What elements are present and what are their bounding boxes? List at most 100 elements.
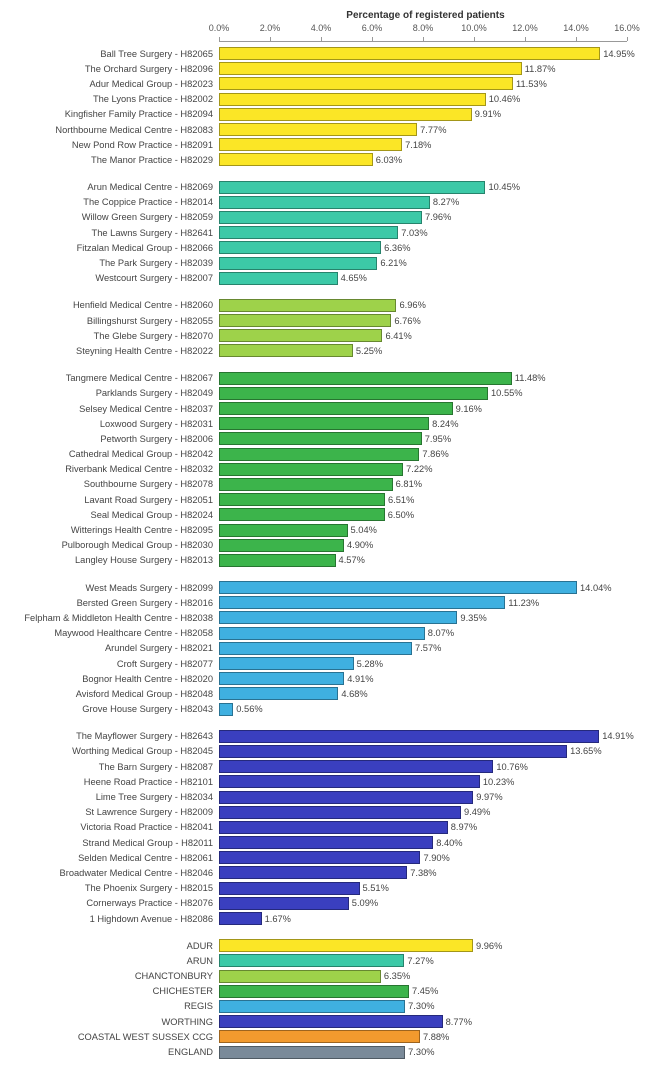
bar-value: 10.45% [484, 182, 520, 192]
bar: 7.77% [219, 123, 417, 136]
bar: 7.03% [219, 226, 398, 239]
bar-label: The Phoenix Surgery - H82015 [4, 883, 219, 893]
bar-label: WORTHING [4, 1017, 219, 1027]
bar: 7.18% [219, 138, 402, 151]
bar-label: Billingshurst Surgery - H82055 [4, 316, 219, 326]
bar-label: Seal Medical Group - H82024 [4, 510, 219, 520]
bar-label: Maywood Healthcare Centre - H82058 [4, 628, 219, 638]
bar-value: 8.97% [447, 822, 477, 832]
bar-row: Tangmere Medical Centre - H8206711.48% [219, 371, 627, 386]
bar-row: CHICHESTER7.45% [219, 984, 627, 999]
bar-cell: 5.25% [219, 344, 627, 357]
bar-label: The Mayflower Surgery - H82643 [4, 731, 219, 741]
bar-cell: 8.07% [219, 627, 627, 640]
bar-row: Westcourt Surgery - H820074.65% [219, 271, 627, 286]
bar-cell: 11.87% [219, 62, 627, 75]
bar-value: 8.77% [442, 1017, 472, 1027]
bar-row: ADUR9.96% [219, 938, 627, 953]
bar-cell: 9.97% [219, 791, 627, 804]
bar-cell: 7.18% [219, 138, 627, 151]
bar: 14.95% [219, 47, 600, 60]
bar-label: Bognor Health Centre - H82020 [4, 674, 219, 684]
bar-row: CHANCTONBURY6.35% [219, 969, 627, 984]
bar: 13.65% [219, 745, 567, 758]
bar-label: Willow Green Surgery - H82059 [4, 212, 219, 222]
bar: 6.81% [219, 478, 393, 491]
bar-cell: 5.28% [219, 657, 627, 670]
bar-row: The Barn Surgery - H8208710.76% [219, 759, 627, 774]
bar-value: 9.91% [471, 109, 501, 119]
bar: 10.55% [219, 387, 488, 400]
bar-row: Lime Tree Surgery - H820349.97% [219, 789, 627, 804]
bar-value: 14.95% [599, 49, 635, 59]
bar-cell: 8.97% [219, 821, 627, 834]
bar: 9.96% [219, 939, 473, 952]
bar-row: Arundel Surgery - H820217.57% [219, 641, 627, 656]
bar-label: ADUR [4, 941, 219, 951]
bar-value: 6.51% [384, 495, 414, 505]
bar-cell: 7.57% [219, 642, 627, 655]
bar-value: 6.41% [381, 331, 411, 341]
bar: 14.91% [219, 730, 599, 743]
bar-cell: 10.46% [219, 93, 627, 106]
bar-label: The Barn Surgery - H82087 [4, 762, 219, 772]
bar-label: Westcourt Surgery - H82007 [4, 273, 219, 283]
bar: 9.97% [219, 791, 473, 804]
bar-label: Northbourne Medical Centre - H82083 [4, 125, 219, 135]
bar-row: Kingfisher Family Practice - H820949.91% [219, 107, 627, 122]
bar-value: 13.65% [566, 746, 602, 756]
bar: 8.24% [219, 417, 429, 430]
bar-cell: 6.41% [219, 329, 627, 342]
bar-label: The Lyons Practice - H82002 [4, 94, 219, 104]
bar-row: Pulborough Medical Group - H820304.90% [219, 538, 627, 553]
bar: 7.88% [219, 1030, 420, 1043]
bar-value: 9.96% [472, 941, 502, 951]
bar-value: 10.46% [485, 94, 521, 104]
bar-value: 4.57% [335, 555, 365, 565]
bar-row: The Orchard Surgery - H8209611.87% [219, 61, 627, 76]
bar-cell: 6.36% [219, 241, 627, 254]
bar-value: 9.35% [456, 613, 486, 623]
bar-row: Bersted Green Surgery - H8201611.23% [219, 595, 627, 610]
bar-value: 7.77% [416, 125, 446, 135]
bar-row: Parklands Surgery - H8204910.55% [219, 386, 627, 401]
bar-value: 4.65% [337, 273, 367, 283]
bar: 4.68% [219, 687, 338, 700]
bar-row: Ball Tree Surgery - H8206514.95% [219, 46, 627, 61]
bar-label: Parklands Surgery - H82049 [4, 388, 219, 398]
bar-cell: 10.55% [219, 387, 627, 400]
bar-row: Arun Medical Centre - H8206910.45% [219, 180, 627, 195]
bar-row: Bognor Health Centre - H820204.91% [219, 671, 627, 686]
bar-value: 5.25% [352, 346, 382, 356]
bar-value: 4.91% [343, 674, 373, 684]
bar-cell: 7.95% [219, 432, 627, 445]
bar-label: The Coppice Practice - H82014 [4, 197, 219, 207]
bar: 9.35% [219, 611, 457, 624]
bar: 0.56% [219, 703, 233, 716]
bar-label: Avisford Medical Group - H82048 [4, 689, 219, 699]
bar-row: Willow Green Surgery - H820597.96% [219, 210, 627, 225]
bar-cell: 14.91% [219, 730, 627, 743]
bar-row: West Meads Surgery - H8209914.04% [219, 580, 627, 595]
bar-cell: 1.67% [219, 912, 627, 925]
bar-row: The Lawns Surgery - H826417.03% [219, 225, 627, 240]
bar: 9.91% [219, 108, 472, 121]
bar-label: Arundel Surgery - H82021 [4, 643, 219, 653]
bar-value: 8.24% [428, 419, 458, 429]
bar-label: Heene Road Practice - H82101 [4, 777, 219, 787]
bar-cell: 13.65% [219, 745, 627, 758]
bar-value: 5.04% [347, 525, 377, 535]
bar-row: 1 Highdown Avenue - H820861.67% [219, 911, 627, 926]
bar: 1.67% [219, 912, 262, 925]
bar-row: Strand Medical Group - H820118.40% [219, 835, 627, 850]
bar-label: St Lawrence Surgery - H82009 [4, 807, 219, 817]
bar-cell: 9.49% [219, 806, 627, 819]
bar-value: 1.67% [261, 914, 291, 924]
bar-row: Avisford Medical Group - H820484.68% [219, 686, 627, 701]
bar-value: 7.88% [419, 1032, 449, 1042]
bar: 6.36% [219, 241, 381, 254]
bar-cell: 6.35% [219, 970, 627, 983]
bar-cell: 6.96% [219, 299, 627, 312]
axis-tick-label: 12.0% [511, 23, 539, 33]
bar-label: Arun Medical Centre - H82069 [4, 182, 219, 192]
